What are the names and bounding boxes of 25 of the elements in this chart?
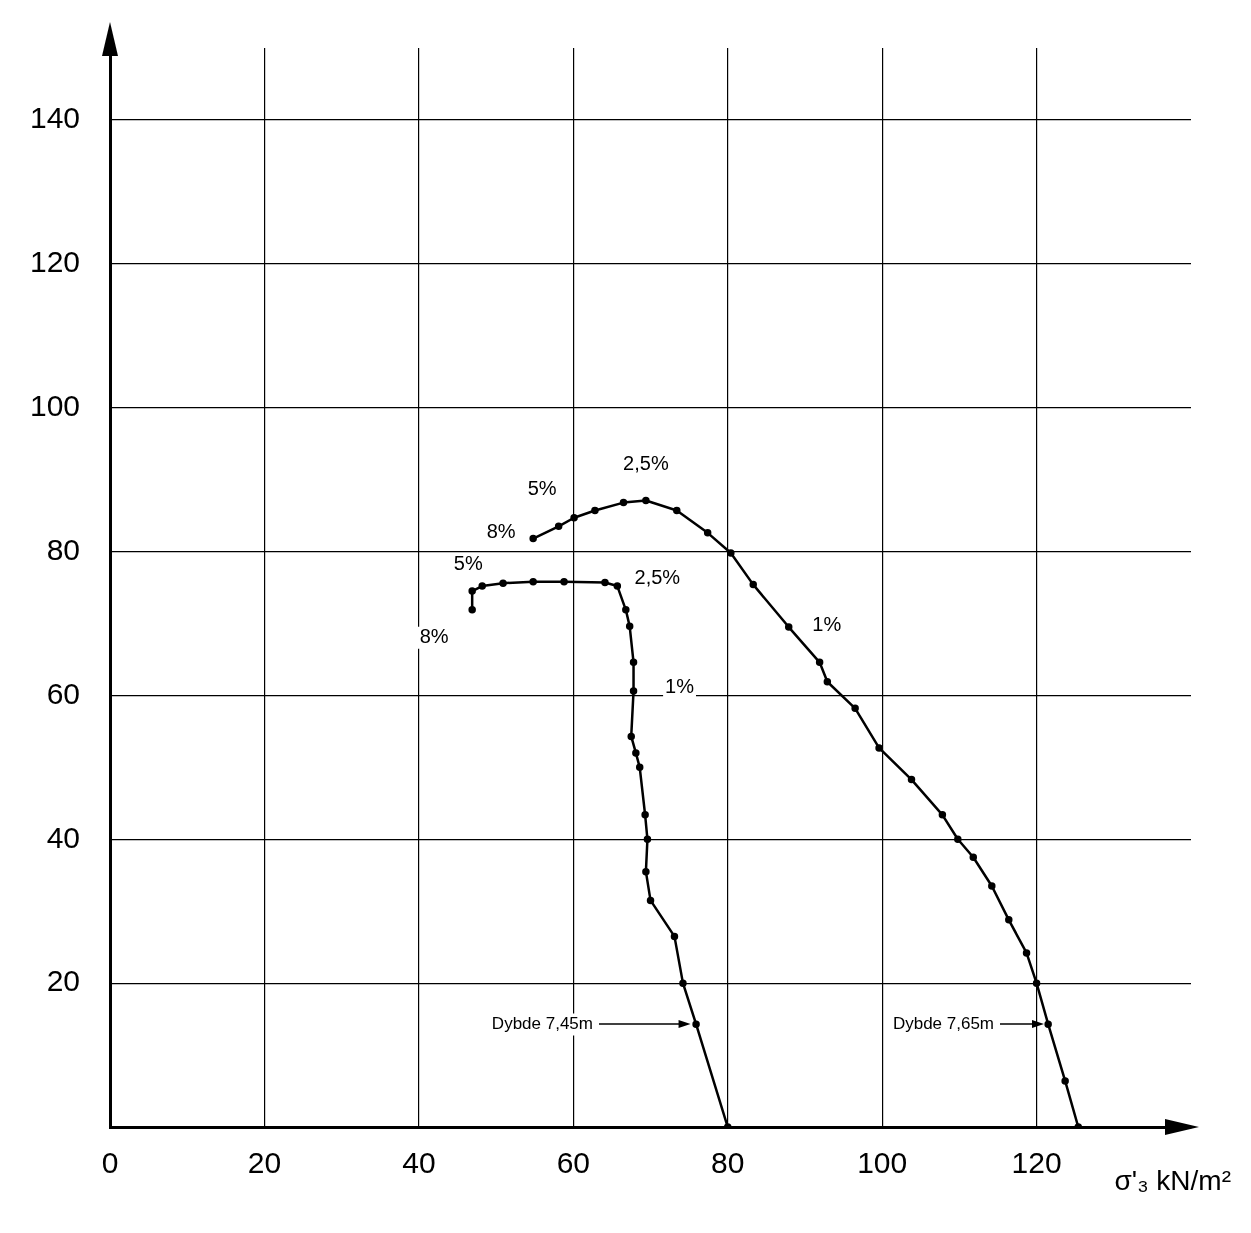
x-tick-label: 80 (711, 1146, 745, 1180)
x-tick-label: 100 (857, 1146, 908, 1180)
y-tick-label: 40 (46, 820, 81, 854)
annotation: 1% (665, 674, 695, 697)
x-tick-label: 120 (1011, 1146, 1062, 1180)
x-tick-label: 0 (101, 1146, 119, 1180)
x-tick-label: 20 (247, 1146, 282, 1180)
y-tick-label: 140 (29, 101, 81, 135)
y-tick-label: 100 (29, 388, 81, 422)
annotation: 2,5% (623, 451, 669, 474)
y-tick-label: 20 (46, 964, 81, 998)
annotation: 5% (453, 551, 483, 574)
annotation: Dybde 7,65m (892, 1014, 995, 1034)
annotation: 8% (419, 625, 449, 648)
y-tick-label: 60 (46, 676, 81, 710)
annotation: 2,5% (634, 565, 681, 588)
y-tick-label: 80 (46, 532, 81, 566)
y-tick-label: 120 (29, 245, 81, 279)
annotation: 8% (486, 520, 516, 543)
annotation: Dybde 7,45m (491, 1014, 593, 1034)
annotation: 5% (527, 477, 557, 500)
annotation: 1% (812, 612, 842, 635)
x-tick-label: 60 (556, 1146, 590, 1180)
x-tick-label: 40 (402, 1146, 436, 1180)
x-axis-title: σ'₃ kN/m² (1114, 1164, 1231, 1196)
